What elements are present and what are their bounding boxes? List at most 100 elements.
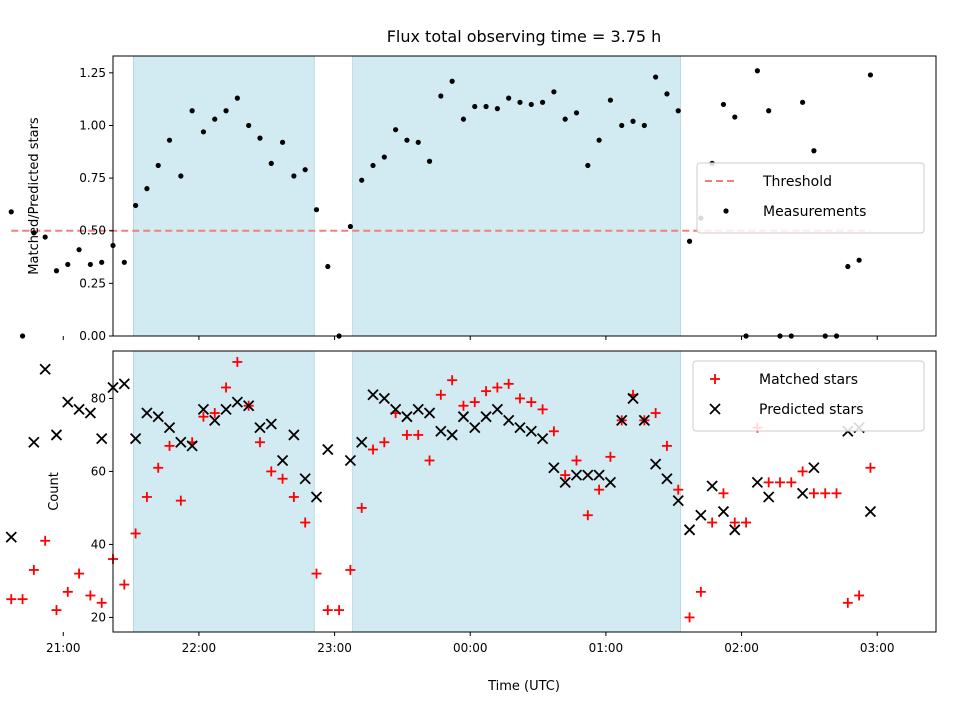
legend: Matched stars Predicted stars	[692, 360, 925, 432]
predicted-star-stroke-b	[593, 469, 605, 481]
predicted-star-point-49	[582, 469, 594, 481]
matched-star-point-15	[175, 495, 186, 506]
measurement-point-56	[641, 122, 647, 129]
predicted-star-stroke-b	[84, 407, 97, 419]
predicted-star-stroke-b	[401, 411, 413, 423]
measurement-point-75	[856, 257, 862, 263]
predicted-star-stroke-b	[536, 432, 549, 445]
predicted-star-stroke-b	[683, 524, 696, 536]
predicted-star-stroke-b	[163, 421, 176, 434]
measurement-point-46	[528, 101, 534, 108]
legend-box	[696, 162, 925, 234]
predicted-star-stroke-b	[367, 389, 379, 401]
matched-star-point-13	[153, 462, 164, 473]
predicted-star-stroke-b	[604, 476, 617, 489]
matched-star-point-2	[28, 564, 39, 575]
predicted-star-point-50	[593, 469, 605, 481]
predicted-star-point-63	[751, 476, 764, 489]
predicted-star-stroke-b	[356, 436, 368, 448]
predicted-star-stroke-b	[141, 407, 153, 419]
measurement-point-35	[404, 137, 410, 143]
predicted-star-stroke-b	[254, 421, 266, 434]
predicted-star-stroke-b	[627, 392, 639, 405]
x-axis-label: Time (UTC)	[487, 679, 560, 694]
measurement-point-42	[483, 103, 489, 110]
predicted-star-point-24	[288, 429, 300, 441]
predicted-star-point-62	[729, 524, 741, 536]
matched-star-point-70	[797, 466, 808, 477]
predicted-star-point-53	[627, 392, 639, 405]
matched-star-point-71	[808, 488, 819, 499]
predicted-star-point-21	[254, 421, 266, 434]
predicted-star-stroke-b	[491, 403, 504, 416]
measurement-point-51	[585, 162, 591, 169]
measurement-point-66	[754, 68, 760, 74]
measurement-point-15	[178, 173, 184, 179]
y-tick-label: 0.50	[79, 224, 106, 238]
matched-star-point-35	[401, 429, 412, 440]
predicted-star-point-17	[209, 414, 221, 426]
predicted-star-point-11	[141, 407, 153, 419]
measurement-point-52	[596, 137, 602, 143]
legend-predicted-swatch	[709, 403, 721, 415]
matched-star-point-69	[786, 477, 797, 488]
predicted-star-stroke-b	[480, 411, 492, 423]
shaded-interval-0	[133, 350, 315, 633]
predicted-star-point-1	[28, 436, 40, 448]
measurement-point-54	[619, 122, 625, 129]
measurement-point-39	[449, 78, 455, 84]
matched-star-point-8	[96, 597, 107, 608]
measurement-point-57	[653, 74, 659, 80]
y-tick-label: 0.75	[79, 171, 106, 185]
matched-star-point-12	[141, 491, 152, 502]
matched-star-point-51	[582, 510, 593, 521]
matched-star-point-31	[356, 502, 367, 513]
predicted-star-stroke-b	[209, 414, 221, 426]
measurement-point-3	[42, 234, 48, 240]
predicted-star-stroke-b	[559, 476, 571, 489]
predicted-star-point-25	[299, 473, 311, 485]
predicted-star-point-69	[864, 505, 877, 518]
measurement-point-32	[370, 162, 376, 169]
predicted-star-stroke-b	[389, 403, 402, 416]
predicted-star-stroke-b	[175, 436, 187, 448]
measurement-point-43	[494, 106, 500, 112]
predicted-star-point-59	[695, 509, 707, 521]
predicted-star-point-10	[129, 432, 142, 445]
predicted-star-point-46	[548, 462, 560, 474]
measurement-point-25	[291, 173, 297, 179]
plot-frame	[112, 350, 937, 633]
predicted-star-stroke-b	[265, 418, 277, 430]
predicted-star-stroke-b	[706, 480, 718, 492]
measurement-point-7	[87, 261, 93, 268]
matched-star-point-60	[684, 612, 695, 623]
predicted-star-stroke-b	[864, 505, 877, 518]
predicted-star-stroke-b	[763, 491, 775, 503]
measurement-point-45	[517, 99, 523, 105]
matched-star-point-43	[492, 382, 503, 393]
predicted-star-point-35	[423, 407, 436, 419]
measurement-point-0	[8, 209, 14, 215]
predicted-star-point-37	[446, 429, 458, 441]
bottom-panel: 20 40 60 80 21:00 22:00 23:00 00:00 01:00 02:00 03…	[5, 350, 937, 655]
measurement-point-24	[279, 139, 286, 145]
predicted-star-point-3	[50, 429, 63, 441]
measurement-point-23	[268, 160, 274, 166]
measurement-point-34	[393, 127, 399, 133]
matched-star-point-44	[503, 378, 514, 389]
legend-measurement-swatch	[723, 208, 729, 214]
matched-star-point-76	[865, 462, 876, 473]
legend: Threshold Measurements	[696, 162, 925, 234]
y-tick-label: 0.25	[79, 276, 106, 290]
measurement-point-26	[302, 167, 308, 173]
predicted-star-point-13	[163, 421, 176, 434]
legend-box	[692, 360, 925, 432]
predicted-star-point-45	[536, 432, 549, 445]
y-tick-label: 60	[91, 464, 106, 478]
measurement-point-63	[720, 101, 727, 108]
measurement-point-74	[845, 263, 851, 270]
measurement-point-19	[223, 108, 229, 114]
measurement-point-4	[53, 268, 60, 274]
measurement-point-18	[212, 116, 218, 122]
